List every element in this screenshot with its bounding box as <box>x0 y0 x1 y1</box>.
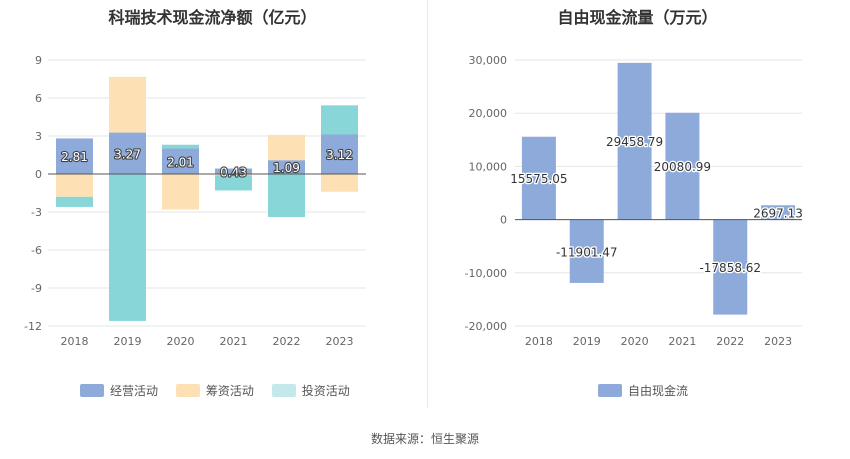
left-y-tick-label: -3 <box>31 206 42 219</box>
right-y-tick-label: -10,000 <box>465 267 507 280</box>
right-data-label: 2697.13 <box>753 206 803 220</box>
right-y-tick-label: 0 <box>500 214 507 227</box>
right-x-tick-label: 2019 <box>573 335 601 348</box>
legend-swatch-financing <box>175 384 200 397</box>
legend-label-investing: 投资活动 <box>301 384 350 398</box>
right-x-tick-label: 2023 <box>764 335 792 348</box>
left-bar-经营活动-2020 <box>162 148 199 174</box>
left-bar-投资活动-2022 <box>268 174 305 218</box>
left-bar-筹资活动-2022 <box>268 134 305 161</box>
left-bar-投资活动-2023 <box>321 105 358 135</box>
right-bar-2019 <box>569 219 604 283</box>
right-chart-title: 自由现金流量（万元） <box>557 8 718 27</box>
right-x-tick-label: 2022 <box>716 335 744 348</box>
left-y-tick-label: 3 <box>35 130 42 143</box>
right-bar-2021 <box>665 112 700 220</box>
left-data-label: 2.01 <box>167 155 194 169</box>
legend-label-free-cash-flow: 自由现金流 <box>628 384 689 398</box>
right-y-tick-label: 20,000 <box>469 107 508 120</box>
right-data-label: -17858.62 <box>699 261 761 275</box>
data-source-note: 数据来源：恒生聚源 <box>370 432 479 446</box>
left-bar-筹资活动-2018 <box>56 174 93 197</box>
right-x-tick-label: 2021 <box>668 335 696 348</box>
left-bar-经营活动-2019 <box>109 132 146 174</box>
left-y-tick-label: 9 <box>35 54 42 67</box>
left-bar-筹资活动-2021 <box>215 174 252 176</box>
right-data-label: 15575.05 <box>510 172 567 186</box>
left-bar-经营活动-2022 <box>268 160 305 174</box>
left-x-tick-label: 2022 <box>273 335 301 348</box>
left-y-tick-label: 6 <box>35 92 42 105</box>
right-x-tick-label: 2018 <box>525 335 553 348</box>
legend-item-operating[interactable]: 经营活动 <box>80 382 158 399</box>
left-bar-经营活动-2018 <box>56 138 93 174</box>
left-bar-经营活动-2021 <box>215 168 252 174</box>
left-bar-筹资活动-2023 <box>321 174 358 192</box>
panel-divider <box>427 0 428 408</box>
left-bar-经营活动-2023 <box>321 134 358 174</box>
legend-item-investing[interactable]: 投资活动 <box>271 382 350 399</box>
left-data-label: 3.12 <box>326 148 353 162</box>
left-bar-投资活动-2020 <box>162 144 199 149</box>
legend-item-financing[interactable]: 筹资活动 <box>175 382 254 399</box>
right-bar-2022 <box>713 219 748 315</box>
left-bar-投资活动-2021 <box>215 175 252 191</box>
right-data-label: 29458.79 <box>606 135 663 149</box>
legend-swatch-free-cash-flow <box>598 384 622 397</box>
left-x-tick-label: 2023 <box>326 335 354 348</box>
right-data-label: 20080.99 <box>654 160 711 174</box>
left-x-tick-label: 2018 <box>61 335 89 348</box>
left-bar-筹资活动-2019 <box>109 76 146 133</box>
legend-swatch-investing <box>271 384 296 397</box>
right-y-tick-label: 30,000 <box>469 54 508 67</box>
legend-swatch-operating <box>80 384 104 397</box>
left-data-label: 1.09 <box>273 161 300 175</box>
right-y-tick-label: -20,000 <box>465 320 507 333</box>
legend-label-financing: 筹资活动 <box>205 384 254 398</box>
right-bar-2023 <box>761 205 796 220</box>
left-y-tick-label: -9 <box>31 282 42 295</box>
right-data-label: -11901.47 <box>556 245 618 259</box>
right-bar-2018 <box>521 136 556 220</box>
left-bar-筹资活动-2020 <box>162 174 199 210</box>
left-data-label: 3.27 <box>114 147 141 161</box>
left-x-tick-label: 2019 <box>114 335 142 348</box>
legend-item-free-cash-flow[interactable]: 自由现金流 <box>598 382 688 399</box>
left-y-tick-label: 0 <box>35 168 42 181</box>
left-chart-title: 科瑞技术现金流净额（亿元） <box>108 8 317 27</box>
left-bar-投资活动-2018 <box>56 196 93 207</box>
left-x-tick-label: 2021 <box>220 335 248 348</box>
left-x-tick-label: 2020 <box>167 335 195 348</box>
legend-label-operating: 经营活动 <box>110 384 159 398</box>
left-data-label: 0.43 <box>220 165 247 179</box>
left-bar-投资活动-2019 <box>109 174 146 321</box>
left-y-tick-label: -12 <box>24 320 42 333</box>
right-y-tick-label: 10,000 <box>469 160 508 173</box>
left-data-label: 2.81 <box>61 150 88 164</box>
right-bar-2020 <box>617 62 652 220</box>
right-x-tick-label: 2020 <box>621 335 649 348</box>
left-legend: 经营活动 筹资活动 投资活动 <box>80 382 364 400</box>
right-legend: 自由现金流 <box>598 382 702 400</box>
left-y-tick-label: -6 <box>31 244 42 257</box>
